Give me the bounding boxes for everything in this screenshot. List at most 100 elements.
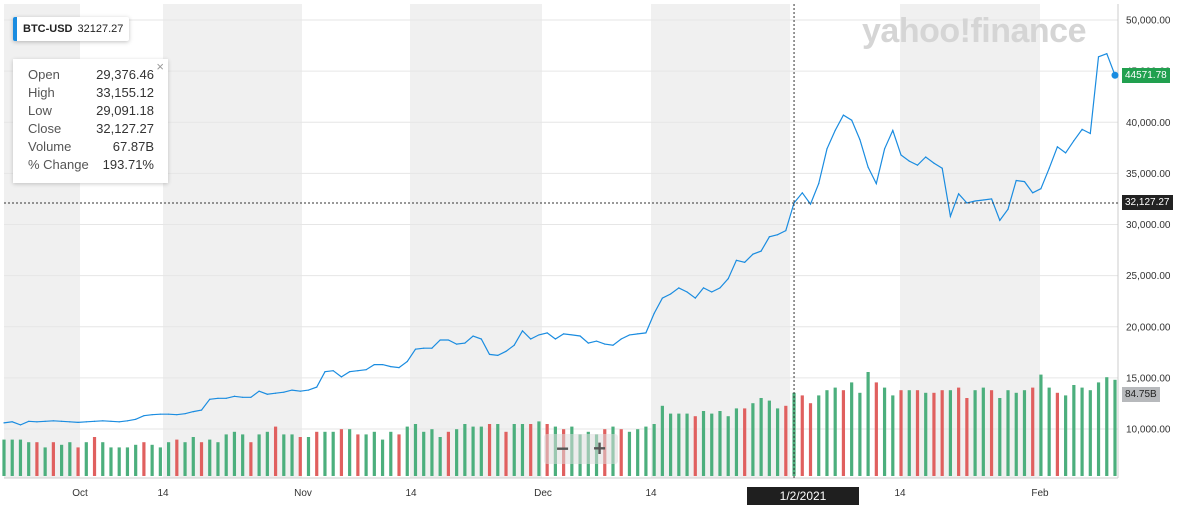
price-point: [612, 344, 614, 346]
price-point: [480, 338, 482, 340]
volume-bar: [306, 437, 311, 476]
price-point: [1097, 56, 1100, 58]
price-point: [36, 421, 38, 423]
price-point: [999, 219, 1001, 222]
volume-bar: [199, 442, 204, 476]
price-point: [752, 253, 754, 255]
price-point: [851, 119, 853, 121]
volume-bar: [841, 390, 846, 476]
ohlc-row-change: % Change 193.71%: [28, 157, 154, 175]
y-tick-label: 25,000.00: [1126, 271, 1171, 282]
price-point: [867, 166, 869, 168]
price-point: [307, 389, 310, 391]
volume-bar: [512, 424, 516, 476]
price-point: [497, 354, 499, 356]
volume-bar: [677, 413, 681, 476]
price-point: [242, 396, 244, 398]
price-point: [439, 339, 441, 341]
volume-bar: [932, 392, 936, 476]
volume-bar: [775, 408, 780, 476]
volume-bar: [1006, 390, 1010, 476]
volume-bar: [241, 434, 245, 476]
volume-bar: [298, 437, 302, 476]
x-tick-label: Dec: [534, 488, 552, 499]
volume-bar: [915, 390, 920, 476]
volume-bar: [496, 424, 500, 476]
volume-bar: [989, 390, 994, 476]
price-point: [744, 261, 746, 263]
price-point: [1089, 132, 1091, 135]
price-point: [200, 409, 203, 411]
price-point: [52, 420, 54, 422]
volume-bar: [2, 439, 6, 476]
ohlc-label: % Change: [28, 157, 89, 172]
price-point: [414, 348, 417, 350]
price-point: [357, 370, 359, 372]
price-point: [28, 420, 30, 422]
close-icon[interactable]: ×: [156, 59, 164, 74]
volume-bar: [356, 434, 360, 476]
price-point: [826, 148, 828, 150]
price-point: [258, 390, 260, 392]
volume-bar: [208, 439, 212, 476]
volume-bar: [1113, 379, 1117, 476]
symbol-legend[interactable]: BTC-USD 32127.27: [13, 17, 130, 41]
volume-bar: [644, 426, 648, 476]
volume-bar: [92, 437, 97, 476]
price-point: [1032, 192, 1034, 194]
volume-bar: [125, 447, 130, 476]
price-point: [102, 420, 104, 422]
volume-bar: [874, 382, 878, 476]
volume-bar: [446, 431, 450, 476]
y-tick-label: 50,000.00: [1126, 16, 1171, 27]
price-point: [1106, 53, 1108, 55]
price-point: [390, 366, 392, 368]
month-band: [900, 4, 1040, 478]
volume-bar: [380, 439, 385, 476]
y-tick-label: 35,000.00: [1126, 169, 1171, 180]
price-point: [225, 397, 227, 399]
volume-bar: [1047, 387, 1051, 476]
ohlc-value: 29,091.18: [96, 103, 154, 118]
volume-bar: [743, 408, 747, 476]
price-point: [653, 312, 655, 315]
price-point: [571, 334, 573, 336]
price-point: [69, 421, 71, 423]
price-point: [834, 129, 836, 132]
volume-bar: [907, 390, 911, 476]
price-point: [908, 160, 910, 162]
volume-bar: [109, 447, 113, 476]
price-point: [949, 215, 952, 217]
volume-bar: [455, 429, 459, 476]
price-point: [694, 297, 696, 299]
price-point: [283, 391, 285, 393]
price-point: [941, 167, 943, 169]
volume-bar: [413, 424, 418, 476]
volume-bar: [101, 442, 105, 476]
price-point: [135, 418, 137, 420]
volume-bar: [10, 439, 14, 476]
volume-bar: [397, 434, 401, 476]
price-point: [670, 293, 672, 295]
volume-bar: [693, 416, 697, 476]
price-point: [110, 420, 112, 422]
volume-bar: [463, 424, 467, 476]
price-point: [628, 334, 631, 336]
price-point: [250, 396, 252, 398]
volume-bar: [339, 429, 344, 476]
volume-bar: [372, 431, 376, 476]
price-point: [143, 415, 145, 417]
zoom-out-button[interactable]: −: [556, 436, 569, 461]
ohlc-label: Open: [28, 67, 60, 82]
price-point: [595, 340, 598, 342]
price-point: [406, 360, 408, 363]
price-point: [776, 234, 779, 236]
price-point: [472, 335, 474, 337]
last-price-tag: 44571.78: [1122, 68, 1170, 83]
volume-bar: [487, 424, 492, 476]
price-point: [381, 363, 384, 366]
volume-bar: [76, 447, 80, 476]
price-point: [184, 413, 186, 415]
zoom-in-button[interactable]: +: [593, 436, 606, 461]
